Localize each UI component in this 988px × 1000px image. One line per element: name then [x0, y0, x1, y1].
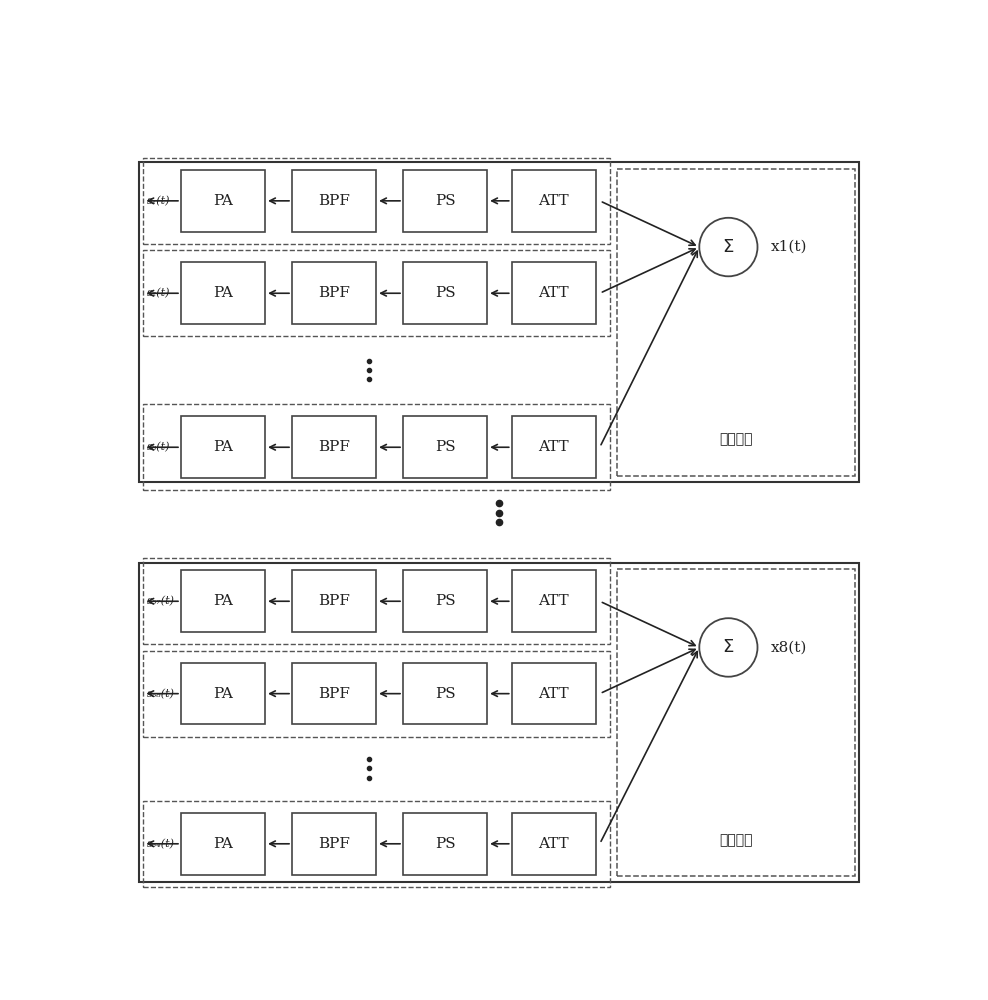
Polygon shape — [181, 570, 265, 632]
Text: ATT: ATT — [538, 440, 569, 454]
Text: PA: PA — [213, 440, 233, 454]
Circle shape — [700, 218, 758, 276]
Text: s₁(t): s₁(t) — [146, 196, 170, 206]
Polygon shape — [181, 170, 265, 232]
Text: PA: PA — [213, 594, 233, 608]
Text: PS: PS — [435, 194, 455, 208]
Polygon shape — [403, 570, 487, 632]
Text: s₆₄(t): s₆₄(t) — [146, 839, 175, 849]
Polygon shape — [403, 262, 487, 324]
Polygon shape — [181, 416, 265, 478]
Polygon shape — [292, 813, 376, 875]
Text: BPF: BPF — [318, 594, 350, 608]
Text: ATT: ATT — [538, 594, 569, 608]
Text: PS: PS — [435, 440, 455, 454]
Polygon shape — [292, 262, 376, 324]
Text: $\Sigma$: $\Sigma$ — [722, 638, 734, 656]
Polygon shape — [512, 663, 596, 724]
Polygon shape — [512, 416, 596, 478]
Text: 分配电路: 分配电路 — [719, 433, 753, 447]
Text: PS: PS — [435, 687, 455, 701]
Text: BPF: BPF — [318, 194, 350, 208]
Text: s₅₇(t): s₅₇(t) — [146, 596, 175, 606]
Text: PS: PS — [435, 837, 455, 851]
Polygon shape — [403, 663, 487, 724]
Polygon shape — [403, 416, 487, 478]
Text: PA: PA — [213, 286, 233, 300]
Polygon shape — [292, 570, 376, 632]
Text: x8(t): x8(t) — [771, 640, 807, 654]
Text: s₂(t): s₂(t) — [146, 288, 170, 298]
Text: x1(t): x1(t) — [771, 240, 807, 254]
Text: PA: PA — [213, 194, 233, 208]
Text: $\Sigma$: $\Sigma$ — [722, 238, 734, 256]
Polygon shape — [512, 570, 596, 632]
Polygon shape — [138, 563, 859, 882]
Polygon shape — [512, 813, 596, 875]
Text: s₅₈(t): s₅₈(t) — [146, 688, 175, 699]
Text: BPF: BPF — [318, 687, 350, 701]
Text: ATT: ATT — [538, 837, 569, 851]
Polygon shape — [138, 162, 859, 482]
Polygon shape — [292, 663, 376, 724]
Text: ATT: ATT — [538, 194, 569, 208]
Text: PS: PS — [435, 594, 455, 608]
Polygon shape — [403, 170, 487, 232]
Text: s₈(t): s₈(t) — [146, 442, 170, 452]
Polygon shape — [181, 262, 265, 324]
Polygon shape — [512, 262, 596, 324]
Polygon shape — [292, 170, 376, 232]
Polygon shape — [181, 813, 265, 875]
Text: ATT: ATT — [538, 286, 569, 300]
Circle shape — [700, 618, 758, 677]
Text: PA: PA — [213, 837, 233, 851]
Polygon shape — [512, 170, 596, 232]
Text: BPF: BPF — [318, 286, 350, 300]
Text: PS: PS — [435, 286, 455, 300]
Text: 分配电路: 分配电路 — [719, 833, 753, 847]
Text: BPF: BPF — [318, 837, 350, 851]
Text: BPF: BPF — [318, 440, 350, 454]
Text: PA: PA — [213, 687, 233, 701]
Polygon shape — [181, 663, 265, 724]
Polygon shape — [403, 813, 487, 875]
Polygon shape — [292, 416, 376, 478]
Text: ATT: ATT — [538, 687, 569, 701]
